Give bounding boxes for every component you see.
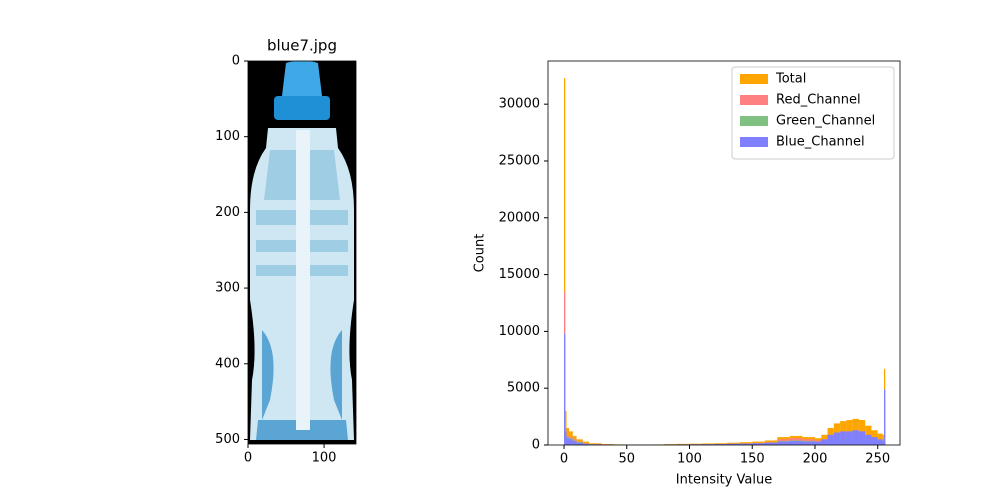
y-tick-label: 15000 (499, 267, 540, 282)
legend-label: Total (775, 72, 806, 87)
hist-bar (852, 430, 859, 445)
hist-bar (802, 441, 815, 445)
hist-bar (566, 438, 570, 445)
hist-bar (865, 434, 872, 445)
axes-frame (247, 60, 357, 445)
y-tick-label: 400 (215, 356, 240, 371)
legend-label: Green_Channel (776, 114, 875, 129)
hist-bar (882, 440, 884, 445)
y-axis-label: Count (473, 234, 488, 273)
bottle-cap (282, 60, 322, 96)
x-tick-label: 100 (677, 452, 702, 467)
hist-bar (752, 443, 765, 445)
x-tick-label: 100 (312, 451, 337, 466)
x-tick-label: 50 (618, 452, 635, 467)
bottle-highlight (296, 130, 310, 430)
hist-bar (827, 434, 834, 445)
hist-bar (846, 431, 853, 445)
hist-bar (727, 443, 740, 445)
hist-bar (582, 443, 590, 445)
y-tick-label: 300 (215, 281, 240, 296)
bottle-cap-ring (274, 96, 330, 120)
legend-swatch (740, 95, 768, 105)
y-tick-label: 20000 (499, 210, 540, 225)
hist-bar (882, 434, 884, 445)
hist-bar (789, 441, 803, 445)
legend-label: Blue_Channel (776, 135, 865, 150)
y-tick-label: 25000 (499, 153, 540, 168)
x-tick-label: 200 (803, 452, 828, 467)
y-tick-label: 0 (532, 438, 540, 453)
hist-bar (764, 442, 778, 445)
axes-frame (547, 60, 901, 446)
legend-swatch (740, 137, 768, 147)
hist-bar (739, 443, 753, 445)
hist-bar (858, 431, 866, 445)
hist-bar (565, 431, 567, 445)
y-tick-label: 500 (215, 432, 240, 447)
hist-bar (840, 431, 847, 445)
x-axis-label: Intensity Value (676, 473, 772, 488)
hist-bar (702, 443, 715, 445)
hist-bar (714, 444, 728, 445)
x-tick-label: 0 (560, 452, 568, 467)
hist-bar (576, 442, 583, 445)
bottle-image (248, 60, 356, 444)
hist-bar (564, 78, 566, 446)
hist-bar (871, 437, 878, 445)
x-tick-label: 0 (244, 451, 252, 466)
x-tick-label: 150 (740, 452, 765, 467)
y-tick-label: 10000 (499, 324, 540, 339)
legend-swatch (740, 74, 768, 84)
hist-bar (569, 439, 573, 445)
y-tick-label: 5000 (507, 381, 540, 396)
hist-bar (877, 439, 883, 445)
hist-bar (565, 410, 567, 445)
hist-bar (821, 439, 828, 445)
legend-swatch (740, 116, 768, 126)
legend-label: Red_Channel (776, 93, 861, 108)
histogram-series (564, 333, 886, 445)
y-tick-label: 100 (215, 129, 240, 144)
y-tick-label: 0 (232, 54, 240, 69)
hist-bar (884, 389, 886, 445)
bottle-shading (256, 330, 348, 440)
hist-bar (582, 441, 590, 445)
legend-box (731, 66, 895, 160)
x-tick-label: 250 (865, 452, 890, 467)
hist-bar (814, 441, 822, 445)
y-tick-label: 30000 (499, 97, 540, 112)
hist-bar (777, 441, 790, 445)
hist-bar (572, 441, 577, 445)
y-tick-label: 200 (215, 205, 240, 220)
hist-bar (564, 333, 566, 445)
axes-title: blue7.jpg (267, 37, 337, 55)
hist-bar (833, 432, 841, 445)
